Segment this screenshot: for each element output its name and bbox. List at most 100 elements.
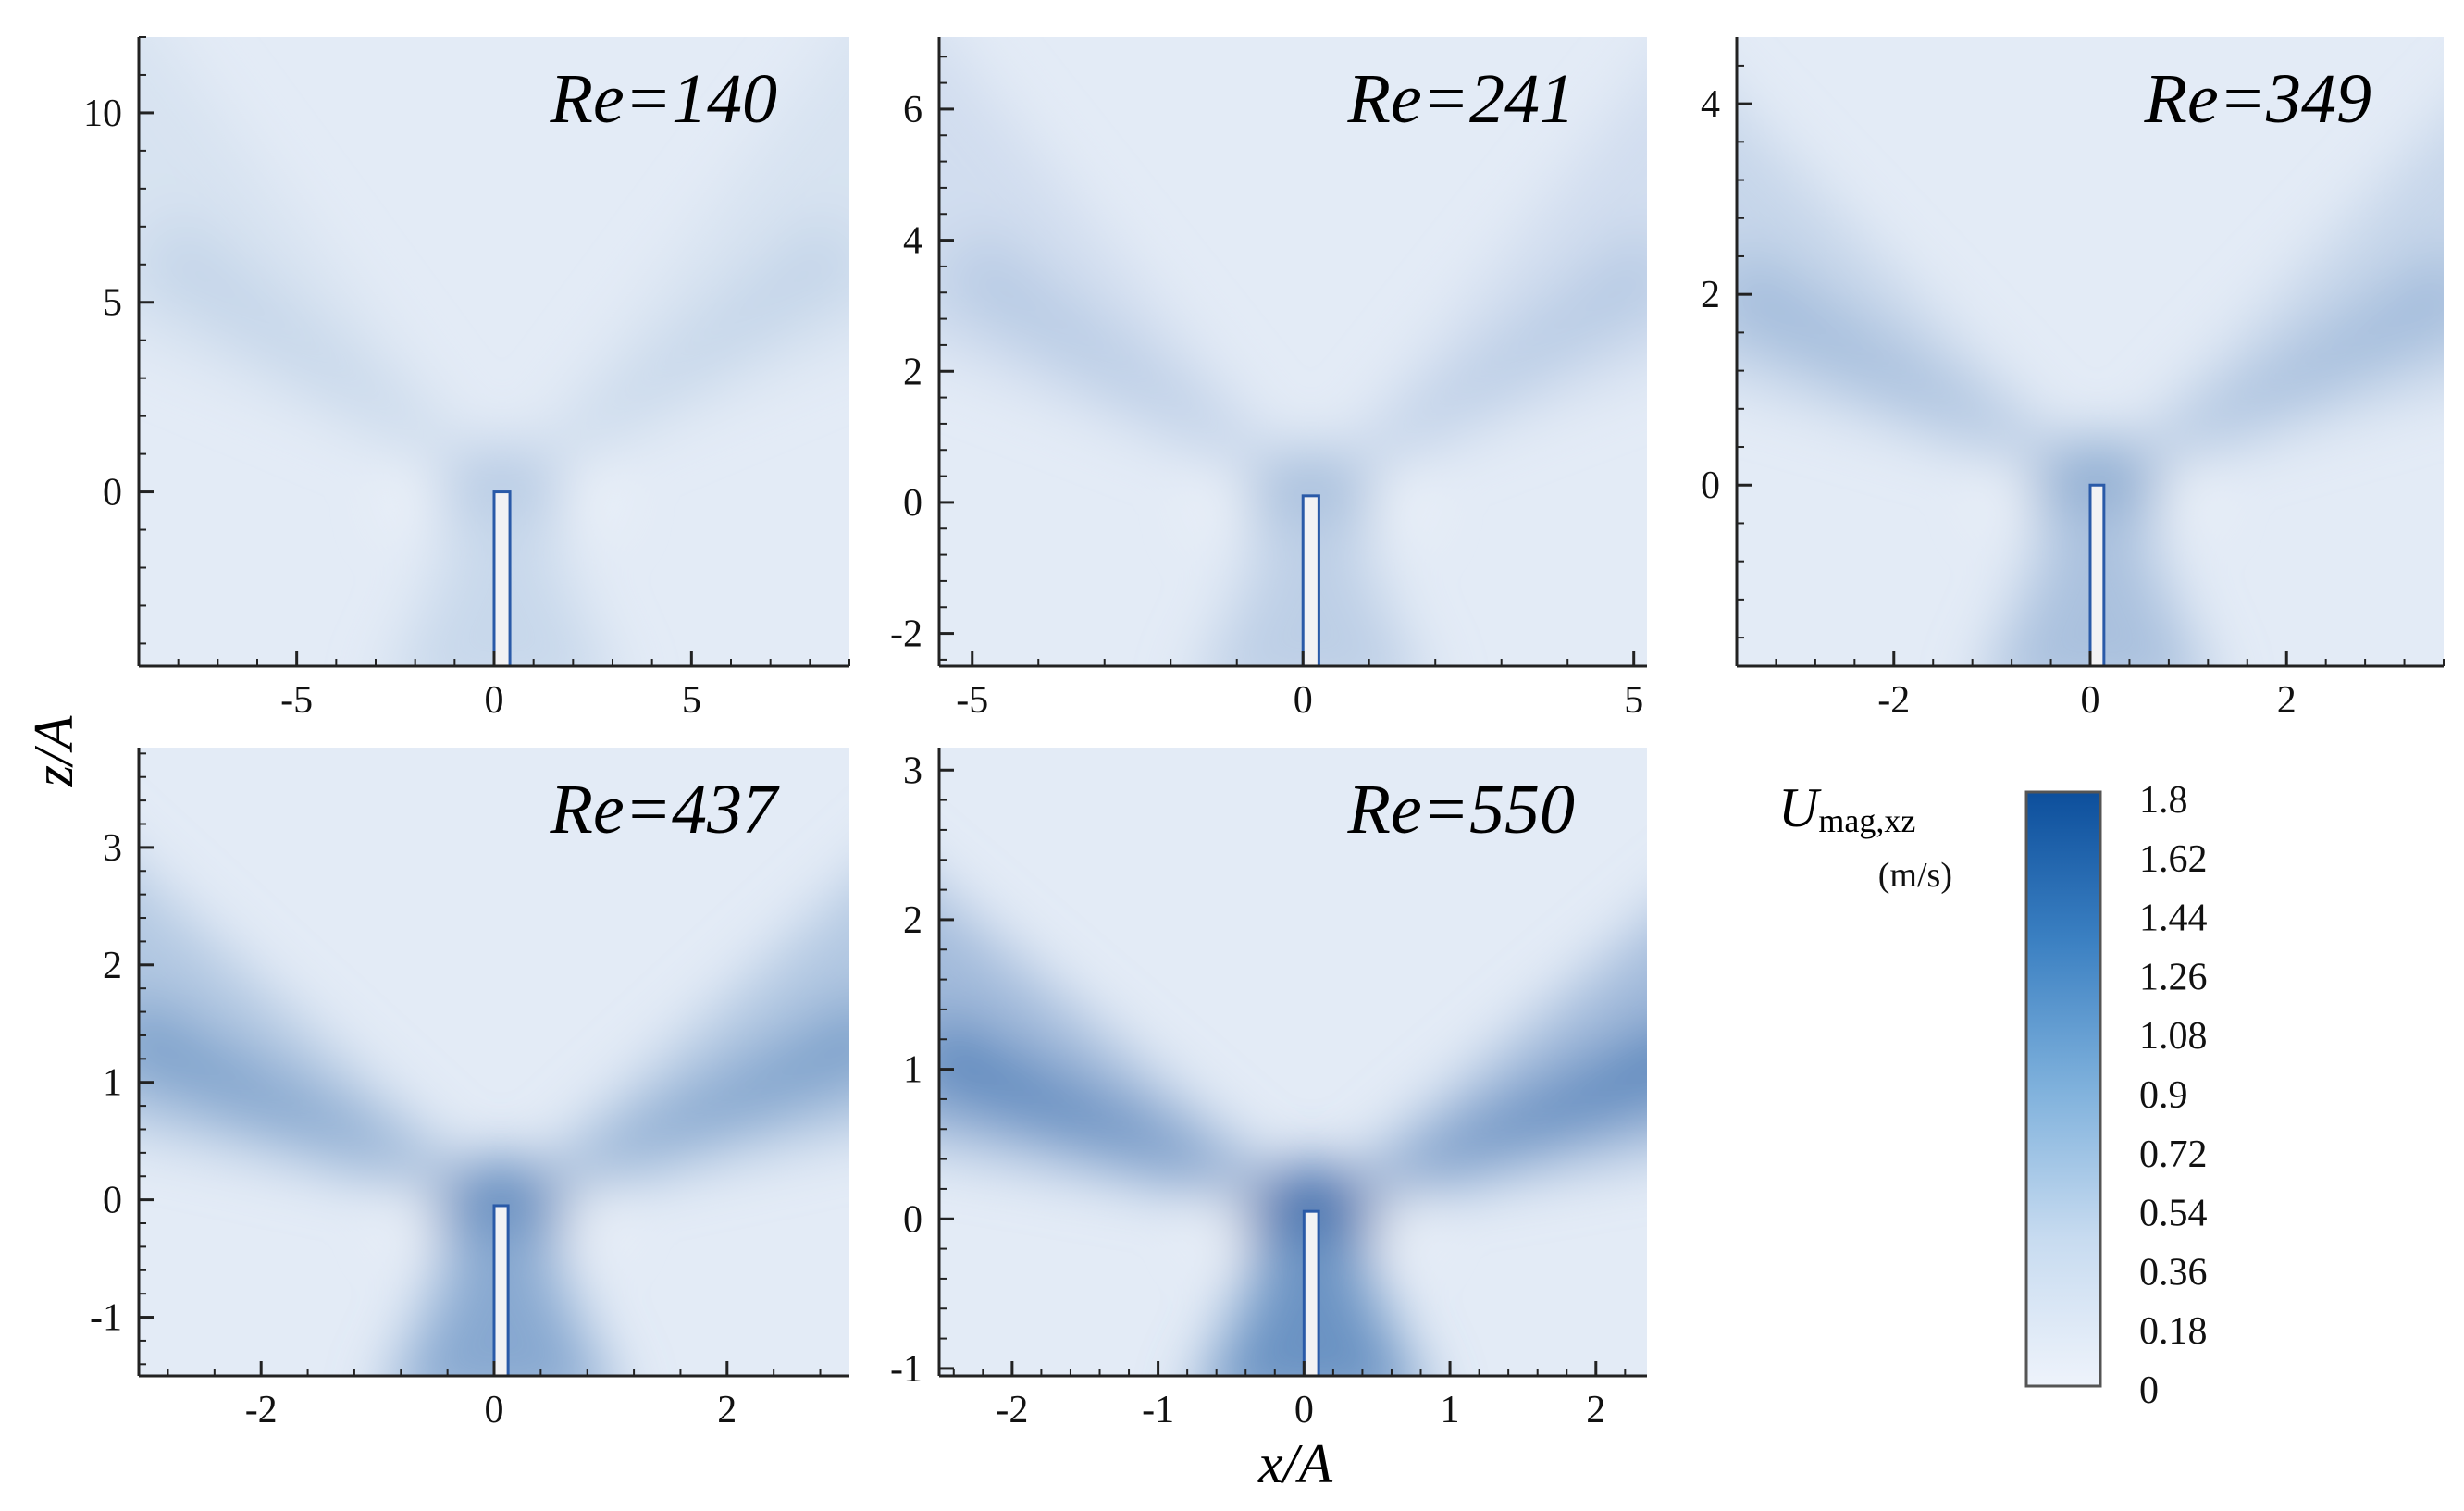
jet-lobe-outer [501, 886, 849, 1206]
colorbar-tick-label: 0.9 [2139, 1074, 2188, 1117]
jet-lobe-outer [2097, 118, 2444, 486]
stagnation-spot [1989, 468, 2038, 517]
y-tick-label: 5 [103, 282, 122, 325]
jet-lobe-outer [139, 37, 502, 492]
y-tick-label: 2 [103, 945, 122, 987]
jet-lobe-core [2097, 249, 2444, 486]
x-tick-label: 0 [1294, 679, 1313, 722]
colorbar-ticks: 1.8 1.62 1.44 1.26 1.08 0.9 0.72 0.54 0.36 0.18 0 [2139, 779, 2208, 1412]
x-tick-label: 2 [2277, 679, 2297, 722]
x-tick-label: 0 [485, 679, 504, 722]
jet-lobe-outer [939, 892, 1312, 1212]
strut [492, 1204, 510, 1378]
jet-lobe-core [1311, 1031, 1647, 1212]
strut [1302, 1209, 1320, 1378]
y-tick-label: -1 [890, 1348, 922, 1391]
x-tick-label: -2 [996, 1389, 1028, 1431]
x-tick-label: -1 [1142, 1389, 1174, 1431]
jet-lobe-outer [139, 873, 501, 1206]
stagnation-spot [1369, 478, 1418, 527]
y-tick-label: 3 [903, 749, 922, 792]
y-tick-label: 1 [103, 1062, 122, 1105]
x-tick-label: 0 [1294, 1389, 1314, 1431]
colorbar-tick-label: 0.18 [2139, 1310, 2208, 1353]
jet-lobe-core [139, 208, 502, 492]
jet-lobe-outer [1737, 104, 2098, 486]
y-tick-label: 0 [103, 1180, 122, 1222]
stagnation-spot [1204, 1195, 1253, 1244]
x-tick-label: 2 [1586, 1389, 1605, 1431]
reynolds-label: Re=550 [1347, 771, 1575, 848]
stagnation-spot [1370, 1195, 1419, 1244]
colorbar-gradient [2024, 790, 2102, 1388]
velocity-field [939, 37, 1647, 666]
x-tick-label: -2 [1877, 679, 1910, 722]
colorbar-tick-label: 0.72 [2139, 1133, 2208, 1176]
x-axis-title: x/A [1257, 1433, 1332, 1494]
stagnation-spot [560, 1188, 609, 1237]
x-tick-label: -5 [956, 679, 988, 722]
reynolds-label: Re=140 [550, 60, 777, 138]
y-tick-label: 1 [903, 1049, 922, 1092]
colorbar-subscript: mag,xz [1818, 802, 1915, 839]
jet-lobe-outer [501, 37, 849, 492]
y-tick-label: 2 [1701, 274, 1720, 316]
jet-lobe-core [939, 225, 1311, 496]
colorbar-symbol: U [1778, 777, 1822, 838]
strut [2088, 483, 2106, 668]
colorbar-tick-label: 0 [2139, 1369, 2159, 1412]
heatmap-panel-5: -2 -1 0 1 2 3 2 1 0 -1 Re=550 [890, 748, 1647, 1431]
colorbar-tick-label: 1.62 [2139, 838, 2208, 881]
heatmap-panel-2: -5 0 5 6 4 2 0 -2 Re=241 [890, 37, 1647, 722]
velocity-field [139, 37, 849, 666]
y-tick-label: 0 [103, 472, 122, 514]
heatmap-panel-4: -2 0 2 3 2 1 0 -1 Re=437 [90, 748, 849, 1431]
x-tick-label: 5 [1624, 679, 1643, 722]
y-tick-label: 0 [1701, 464, 1720, 507]
jet-lobe-core [1310, 225, 1647, 496]
x-tick-label: 2 [717, 1389, 737, 1431]
y-tick-label: 0 [903, 482, 922, 525]
jet-lobe-outer [939, 37, 1311, 496]
jet-lobe-core [939, 1011, 1312, 1212]
heatmap-panel-1: -5 0 5 10 5 0 Re=140 [83, 36, 850, 722]
y-tick-label: 3 [103, 827, 122, 870]
y-tick-label: 4 [1701, 83, 1720, 126]
x-tick-label: -2 [245, 1389, 278, 1431]
y-tick-label: 0 [903, 1198, 922, 1241]
x-tick-label: 0 [485, 1389, 504, 1431]
strut [492, 490, 512, 668]
y-tick-label: -1 [90, 1297, 122, 1340]
y-tick-label: -2 [890, 613, 922, 656]
reynolds-label: Re=241 [1347, 60, 1575, 138]
y-tick-label: 10 [83, 93, 122, 135]
velocity-field [939, 748, 1647, 1376]
reynolds-label: Re=349 [2144, 60, 2371, 138]
colorbar-tick-label: 1.44 [2139, 898, 2208, 940]
x-tick-label: -5 [280, 679, 313, 722]
stagnation-spot [2156, 468, 2205, 517]
jet-lobe-outer [1311, 923, 1647, 1212]
y-axis-title: z/A [23, 715, 84, 787]
colorbar-tick-label: 1.26 [2139, 956, 2208, 998]
jet-lobe-core [501, 1002, 849, 1206]
colorbar-tick-label: 1.08 [2139, 1015, 2208, 1058]
stagnation-spot [394, 475, 443, 524]
x-tick-label: 5 [682, 679, 701, 722]
y-tick-label: 2 [903, 351, 922, 393]
y-tick-label: 2 [903, 899, 922, 942]
colorbar-tick-label: 1.8 [2139, 779, 2188, 822]
heatmap-panel-3: -2 0 2 4 2 0 Re=349 [1701, 37, 2445, 722]
stagnation-spot [561, 475, 610, 524]
y-tick-label: 4 [903, 220, 922, 263]
reynolds-label: Re=437 [550, 771, 780, 848]
jet-lobe-core [501, 208, 849, 492]
x-tick-label: 1 [1441, 1389, 1460, 1431]
colorbar: 1.81.621.441.261.080.90.720.540.360.180 … [1778, 777, 2208, 1412]
stagnation-spot [393, 1188, 442, 1237]
jet-lobe-core [139, 995, 501, 1206]
colorbar-tick-label: 0.36 [2139, 1251, 2208, 1294]
stagnation-spot [1203, 478, 1252, 527]
